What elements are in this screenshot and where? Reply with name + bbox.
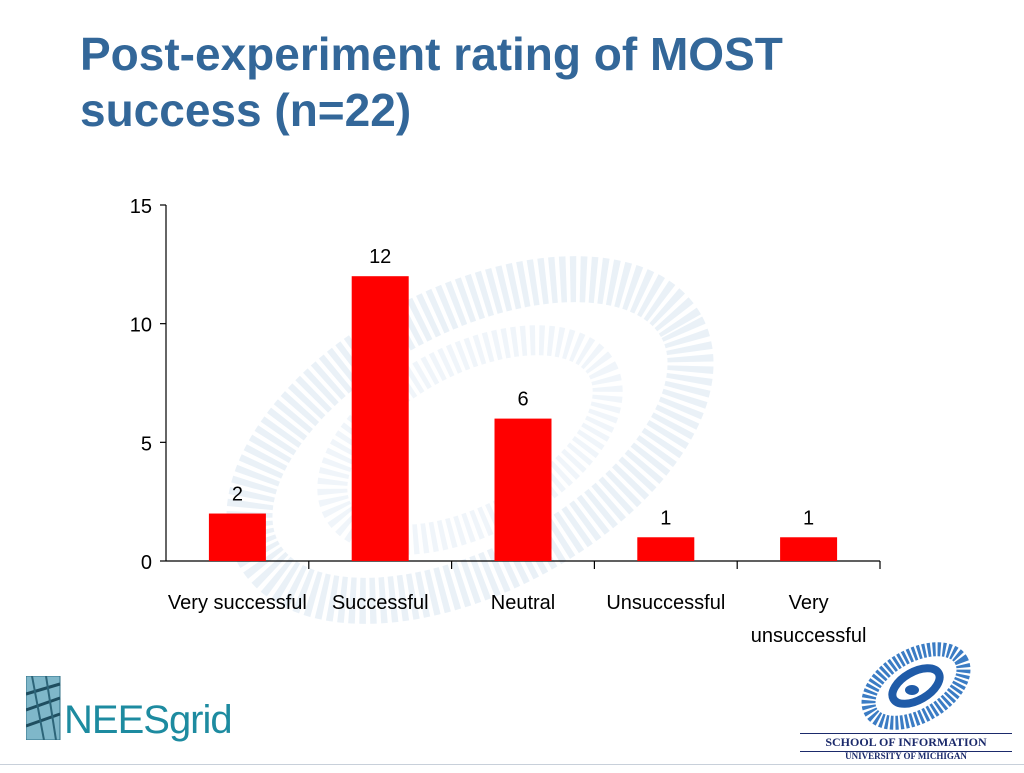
y-tick-label: 5 xyxy=(141,433,152,455)
footer-band xyxy=(0,644,1024,768)
y-tick-label: 10 xyxy=(130,315,152,337)
slide-title-line-2: success (n=22) xyxy=(80,84,412,136)
bar xyxy=(351,276,409,561)
bar xyxy=(208,513,266,561)
category-label: Very successful xyxy=(168,592,307,614)
neesgrid-wordmark: NEESgrid xyxy=(64,698,233,742)
chart-labels: 0 5 10 15 2 Very successful 12 Successful 6 Neutr… xyxy=(130,196,867,647)
data-label: 1 xyxy=(660,507,671,529)
bar xyxy=(494,418,552,561)
chart-bars xyxy=(208,276,838,561)
data-label: 6 xyxy=(517,389,528,411)
data-label: 12 xyxy=(369,246,391,268)
umsi-name-line: SCHOOL OF INFORMATION xyxy=(800,733,1012,752)
neesgrid-logo xyxy=(25,675,276,741)
bar xyxy=(780,537,838,561)
y-tick-label: 0 xyxy=(141,552,152,574)
category-label: unsuccessful xyxy=(751,625,867,647)
category-label: Very xyxy=(789,592,829,614)
umsi-logo xyxy=(796,636,1016,764)
bar xyxy=(637,537,695,561)
neesgrid-wordmark-low: grid xyxy=(168,698,233,742)
y-tick-label: 15 xyxy=(130,196,152,218)
slide-title: Post-experiment rating of MOST success (… xyxy=(80,26,980,138)
category-label: Unsuccessful xyxy=(606,592,725,614)
data-label: 1 xyxy=(803,507,814,529)
category-label: Successful xyxy=(332,592,429,614)
neesgrid-wordmark-caps: NEES xyxy=(64,698,170,742)
data-label: 2 xyxy=(232,484,243,506)
category-label: Neutral xyxy=(491,592,555,614)
umsi-swirl-icon xyxy=(861,642,971,730)
neesgrid-mark-icon xyxy=(25,675,61,741)
umsi-university-line: UNIVERSITY OF MICHIGAN xyxy=(845,751,967,761)
footer-rule xyxy=(0,764,1024,765)
slide-title-line-1: Post-experiment rating of MOST xyxy=(80,28,783,80)
